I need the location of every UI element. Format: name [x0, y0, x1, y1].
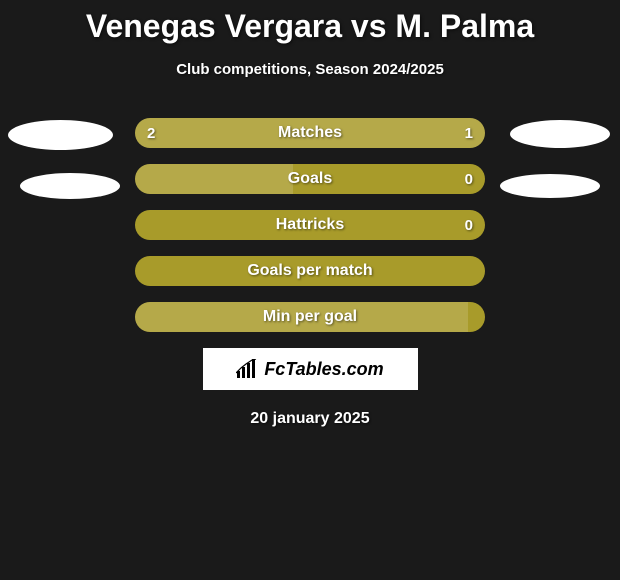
bar-label: Goals	[135, 164, 485, 194]
bar-row: Goals per match	[135, 256, 485, 286]
bar-row: Min per goal	[135, 302, 485, 332]
page-title: Venegas Vergara vs M. Palma	[0, 0, 620, 45]
bar-label: Matches	[135, 118, 485, 148]
date-label: 20 january 2025	[0, 410, 620, 428]
logo-text: FcTables.com	[264, 359, 383, 380]
bar-label: Min per goal	[135, 302, 485, 332]
player-left-team-placeholder	[20, 173, 120, 199]
player-left-avatar-placeholder	[8, 120, 113, 150]
bar-row: 21Matches	[135, 118, 485, 148]
bar-row: 0Goals	[135, 164, 485, 194]
bar-label: Goals per match	[135, 256, 485, 286]
comparison-chart: 21Matches 0Goals 0Hattricks Goals per match…	[0, 118, 620, 332]
player-right-avatar-placeholder	[510, 120, 610, 148]
bars-container: 21Matches 0Goals 0Hattricks Goals per match…	[135, 118, 485, 332]
bar-row: 0Hattricks	[135, 210, 485, 240]
player-right-team-placeholder	[500, 174, 600, 198]
subtitle: Club competitions, Season 2024/2025	[0, 61, 620, 78]
bar-chart-icon	[236, 359, 258, 379]
logo-box: FcTables.com	[203, 348, 418, 390]
bar-label: Hattricks	[135, 210, 485, 240]
